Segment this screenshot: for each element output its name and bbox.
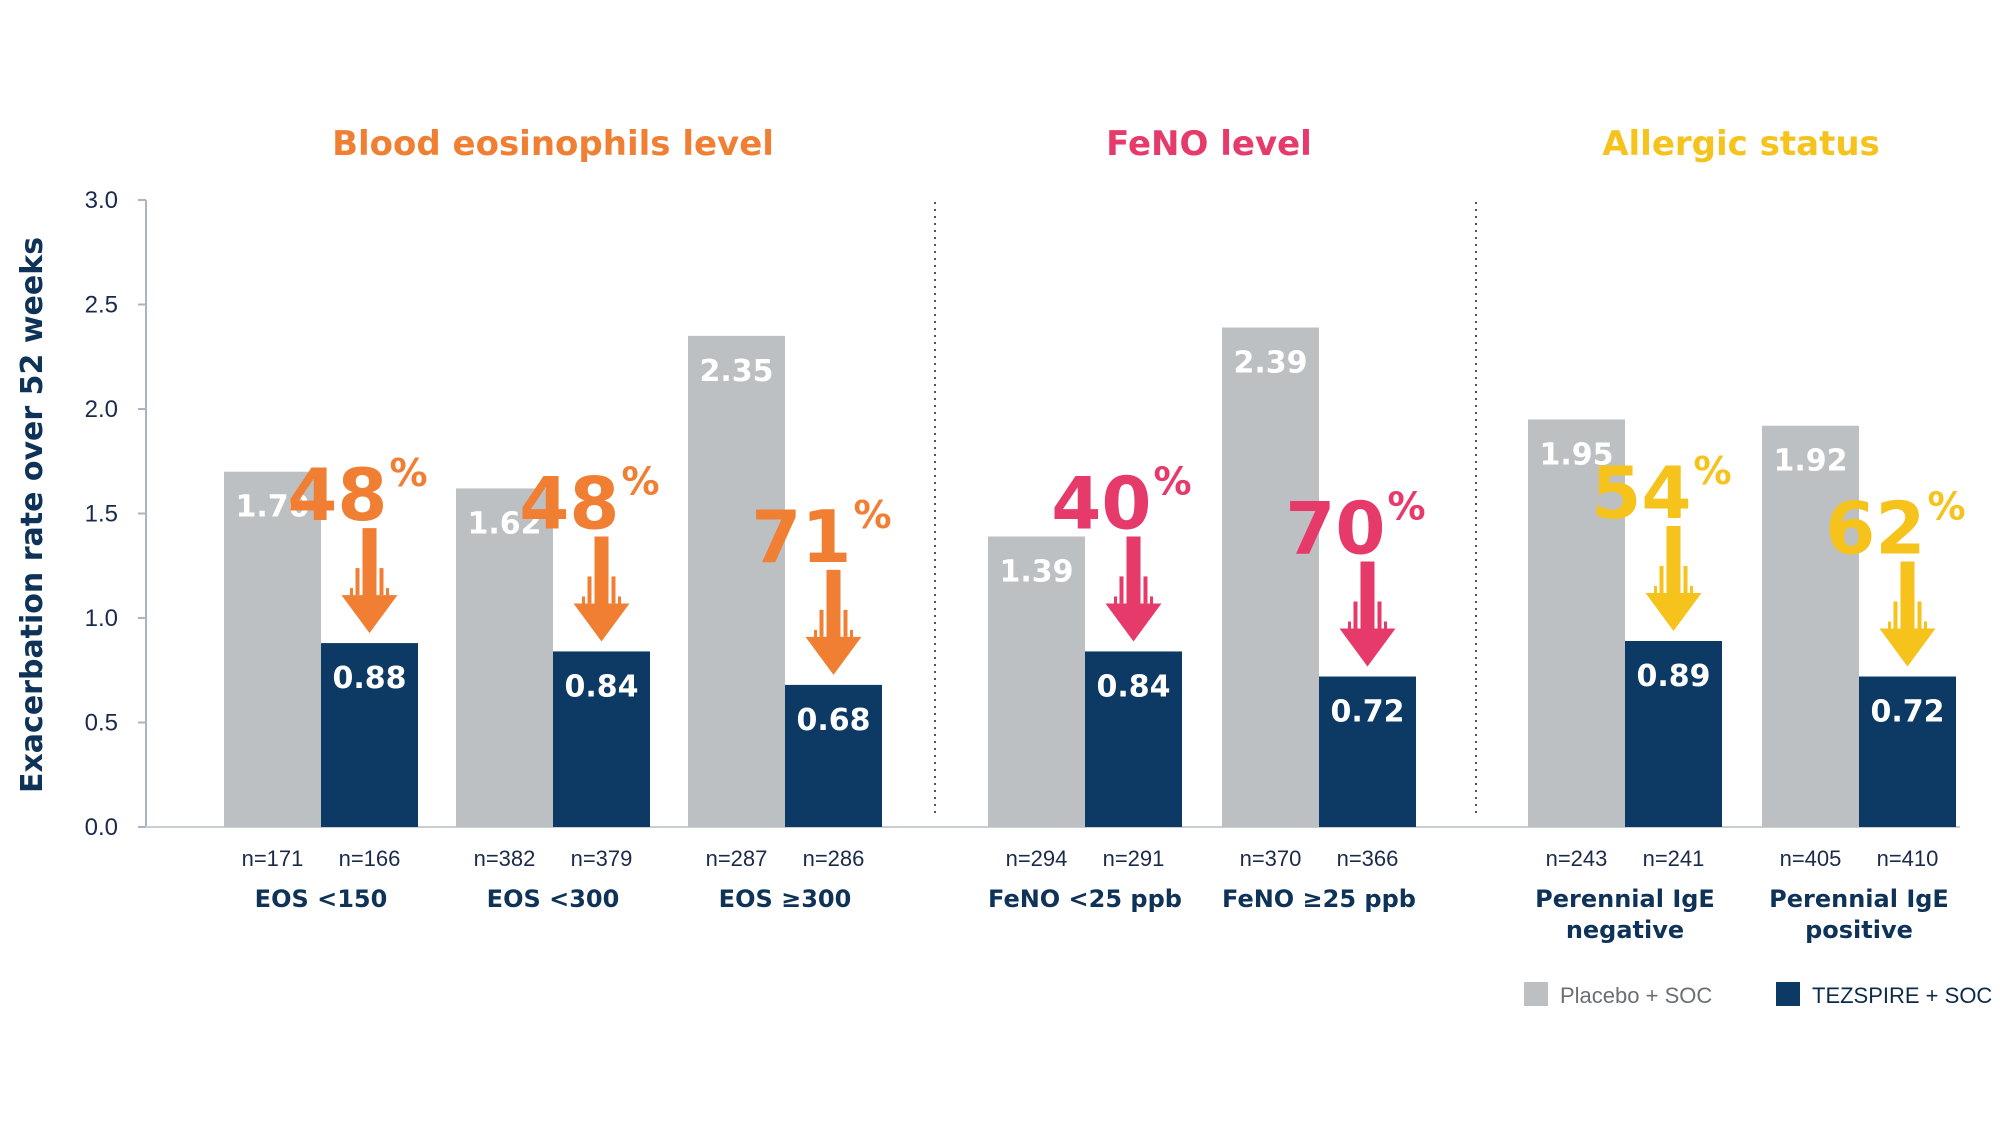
tezspire-bar xyxy=(1625,640,1722,827)
group-title: Allergic status xyxy=(1602,124,1880,164)
legend-label: TEZSPIRE + SOC xyxy=(1812,983,1992,1008)
bars-layer xyxy=(224,202,1956,827)
category-label: EOS ≥300 xyxy=(719,885,852,913)
placebo-value-label: 1.62 xyxy=(467,506,541,541)
placebo-bar xyxy=(988,536,1085,827)
placebo-bar xyxy=(1222,327,1319,827)
tezspire-value-label: 0.88 xyxy=(332,661,406,696)
y-axis-label: Exacerbation rate over 52 weeks xyxy=(15,237,50,793)
reduction-percent: 54 xyxy=(1591,451,1691,535)
reduction-percent: 71 xyxy=(751,495,851,579)
y-tick-label: 1.0 xyxy=(85,605,118,632)
labels-layer: Blood eosinophils level 1.70 0.88 n=171 n=16… xyxy=(235,124,1965,944)
placebo-value-label: 1.39 xyxy=(999,554,1073,589)
placebo-value-label: 2.35 xyxy=(699,354,773,389)
placebo-n-label: n=243 xyxy=(1546,846,1608,871)
tezspire-bar xyxy=(1859,676,1956,827)
reduction-arrow-icon xyxy=(1879,561,1936,667)
placebo-value-label: 1.70 xyxy=(235,490,309,525)
reduction-percent-sign: % xyxy=(390,451,428,495)
reduction-percent-sign: % xyxy=(1154,459,1192,503)
reduction-percent: 48 xyxy=(287,453,387,537)
reduction-percent-sign: % xyxy=(1928,485,1966,529)
tezspire-value-label: 0.72 xyxy=(1870,695,1944,730)
tezspire-n-label: n=166 xyxy=(339,846,401,871)
reduction-percent-sign: % xyxy=(854,493,892,537)
placebo-n-label: n=370 xyxy=(1240,846,1302,871)
reduction-percent: 62 xyxy=(1825,487,1925,571)
category-label: FeNO <25 ppb xyxy=(988,885,1182,913)
tezspire-n-label: n=366 xyxy=(1337,846,1399,871)
category-label: Perennial IgE xyxy=(1769,885,1949,913)
reduction-arrow-icon xyxy=(1645,525,1702,631)
tezspire-bar xyxy=(553,651,650,827)
tezspire-bar xyxy=(321,643,418,827)
group-title: Blood eosinophils level xyxy=(332,124,774,164)
y-tick-label: 1.5 xyxy=(85,501,118,528)
placebo-bar xyxy=(224,471,321,827)
reduction-percent-sign: % xyxy=(1694,449,1732,493)
category-label: Perennial IgE xyxy=(1535,885,1715,913)
category-label: EOS <300 xyxy=(487,885,620,913)
placebo-value-label: 1.95 xyxy=(1539,437,1613,472)
y-tick-label: 3.0 xyxy=(85,187,118,214)
placebo-n-label: n=382 xyxy=(474,846,536,871)
category-label: positive xyxy=(1805,916,1913,944)
category-label: negative xyxy=(1566,916,1684,944)
tezspire-n-label: n=291 xyxy=(1103,846,1165,871)
tezspire-bar xyxy=(785,684,882,827)
reduction-arrow-icon xyxy=(341,528,398,634)
placebo-n-label: n=287 xyxy=(706,846,768,871)
placebo-value-label: 1.92 xyxy=(1773,444,1847,479)
tezspire-value-label: 0.68 xyxy=(796,703,870,738)
y-tick-label: 2.5 xyxy=(85,292,118,319)
placebo-n-label: n=294 xyxy=(1006,846,1068,871)
legend: Placebo + SOC TEZSPIRE + SOC xyxy=(1524,982,1992,1008)
tezspire-bar xyxy=(1319,676,1416,827)
placebo-bar xyxy=(1762,425,1859,827)
tezspire-n-label: n=379 xyxy=(571,846,633,871)
reduction-arrow-icon xyxy=(573,536,630,642)
tezspire-n-label: n=241 xyxy=(1643,846,1705,871)
reduction-percent-sign: % xyxy=(622,459,660,503)
reduction-arrow-icon xyxy=(1339,561,1396,667)
placebo-bar xyxy=(688,335,785,827)
tezspire-value-label: 0.72 xyxy=(1330,695,1404,730)
placebo-bar xyxy=(1528,419,1625,827)
reduction-percent: 48 xyxy=(519,461,619,545)
category-label: EOS <150 xyxy=(255,885,388,913)
reduction-percent: 70 xyxy=(1285,487,1385,571)
legend-swatch xyxy=(1524,982,1548,1006)
legend-label: Placebo + SOC xyxy=(1560,983,1712,1008)
y-axis: 3.0 2.5 2.0 1.5 1.0 0.5 0.0 xyxy=(85,187,1960,841)
reduction-arrow-icon xyxy=(805,569,862,675)
y-tick-label: 0.0 xyxy=(85,814,118,841)
tezspire-n-label: n=410 xyxy=(1877,846,1939,871)
placebo-n-label: n=405 xyxy=(1780,846,1842,871)
tezspire-bar xyxy=(1085,651,1182,827)
y-tick-label: 0.5 xyxy=(85,710,118,737)
reduction-percent-sign: % xyxy=(1388,485,1426,529)
tezspire-value-label: 0.89 xyxy=(1636,659,1710,694)
y-tick-label: 2.0 xyxy=(85,396,118,423)
tezspire-n-label: n=286 xyxy=(803,846,865,871)
reduction-arrow-icon xyxy=(1105,536,1162,642)
placebo-bar xyxy=(456,488,553,827)
tezspire-value-label: 0.84 xyxy=(1096,669,1170,704)
tezspire-value-label: 0.84 xyxy=(564,669,638,704)
group-title: FeNO level xyxy=(1106,124,1312,164)
placebo-value-label: 2.39 xyxy=(1233,345,1307,380)
reduction-percent: 40 xyxy=(1051,461,1151,545)
category-label: FeNO ≥25 ppb xyxy=(1222,885,1416,913)
legend-swatch xyxy=(1776,982,1800,1006)
placebo-n-label: n=171 xyxy=(242,846,304,871)
